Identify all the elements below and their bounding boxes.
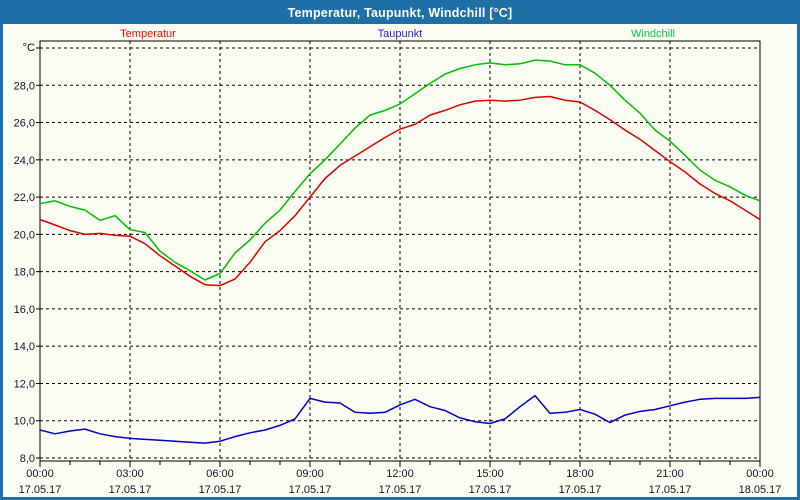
svg-text:24,0: 24,0 [14, 155, 35, 167]
svg-text:17.05.17: 17.05.17 [649, 484, 692, 496]
svg-text:17.05.17: 17.05.17 [199, 484, 242, 496]
svg-text:17.05.17: 17.05.17 [559, 484, 602, 496]
legend-item-windchill: Windchill [630, 28, 676, 40]
svg-text:12,0: 12,0 [14, 378, 35, 390]
svg-text:10,0: 10,0 [14, 416, 35, 428]
legend-item-temperatur: Temperatur [120, 28, 176, 40]
svg-text:22,0: 22,0 [14, 192, 35, 204]
svg-text:17.05.17: 17.05.17 [469, 484, 512, 496]
svg-text:18:00: 18:00 [566, 468, 594, 480]
svg-text:03:00: 03:00 [116, 468, 144, 480]
svg-text:26,0: 26,0 [14, 118, 35, 130]
svg-text:17.05.17: 17.05.17 [379, 484, 422, 496]
svg-text:18,0: 18,0 [14, 267, 35, 279]
svg-text:14,0: 14,0 [14, 341, 35, 353]
svg-text:17.05.17: 17.05.17 [289, 484, 332, 496]
legend-item-taupunkt: Taupunkt [377, 28, 423, 40]
svg-text:18.05.17: 18.05.17 [739, 484, 782, 496]
svg-text:17.05.17: 17.05.17 [19, 484, 62, 496]
svg-text:°C: °C [23, 42, 35, 54]
svg-text:12:00: 12:00 [386, 468, 414, 480]
svg-text:15:00: 15:00 [476, 468, 504, 480]
svg-text:06:00: 06:00 [206, 468, 234, 480]
chart-title: Temperatur, Taupunkt, Windchill [°C] [287, 6, 513, 20]
title-bar: Temperatur, Taupunkt, Windchill [°C] [3, 3, 797, 24]
svg-text:17.05.17: 17.05.17 [109, 484, 152, 496]
svg-text:09:00: 09:00 [296, 468, 324, 480]
svg-text:16,0: 16,0 [14, 304, 35, 316]
svg-text:8,0: 8,0 [20, 453, 35, 465]
svg-text:00:00: 00:00 [746, 468, 774, 480]
svg-text:20,0: 20,0 [14, 229, 35, 241]
svg-text:00:00: 00:00 [26, 468, 54, 480]
svg-text:21:00: 21:00 [656, 468, 684, 480]
chart-canvas: 8,0 10,0 12,0 14,0 16,0 18,0 20,0 22,0 24,0 26,0 2… [14, 40, 782, 496]
svg-text:28,0: 28,0 [14, 80, 35, 92]
